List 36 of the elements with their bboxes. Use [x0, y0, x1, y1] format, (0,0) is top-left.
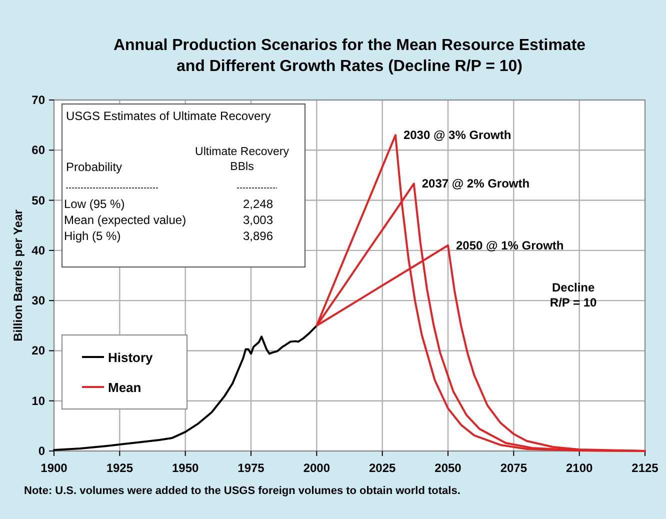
x-tick-label: 2125 — [632, 461, 659, 475]
chart-title: Annual Production Scenarios for the Mean Resource Estimate and Different Growth Rates (Decline R/P = 10) — [113, 37, 586, 75]
x-tick-label: 1975 — [238, 461, 265, 475]
annotation: 2050 @ 1% Growth — [456, 238, 564, 252]
x-tick-label: 1900 — [40, 461, 68, 475]
x-tick-label: 2075 — [500, 461, 528, 475]
y-axis-title: Billion Barrels per Year — [11, 209, 25, 342]
annotation: 3,003 — [242, 213, 274, 227]
y-tick-label: 0 — [38, 444, 46, 458]
annotation: 3,896 — [242, 229, 274, 243]
y-tick-label: 60 — [32, 143, 46, 158]
x-tick-label: 2050 — [434, 461, 462, 475]
x-tick-label: 1950 — [172, 461, 200, 475]
legend-label: History — [108, 350, 154, 365]
annotation: Probability — [66, 160, 122, 174]
x-tick-label: 2000 — [303, 461, 330, 475]
y-tick-label: 70 — [32, 93, 46, 107]
annotation: 2037 @ 2% Growth — [422, 176, 530, 191]
annotation: Mean (expected value) — [64, 213, 186, 227]
y-tick-label: 30 — [32, 294, 46, 308]
annotation: High (5 %) — [64, 229, 121, 243]
annotation: Ultimate Recovery BBls — [195, 146, 290, 173]
annotation: Decline R/P = 10 — [550, 280, 598, 310]
y-tick-label: 10 — [32, 394, 46, 408]
text: Note: U.S. volumes were added to the USGS foreign volumes to obtain world totals. — [24, 485, 460, 497]
x-tick-label: 2025 — [368, 461, 396, 475]
y-tick-label: 20 — [32, 344, 46, 358]
annotation: 2,248 — [242, 197, 274, 211]
annotation: 2030 @ 3% Growth — [403, 128, 512, 142]
y-tick-label: 40 — [32, 243, 46, 258]
legend-label: Mean — [108, 380, 142, 395]
y-tick-label: 50 — [32, 193, 46, 208]
x-tick-label: 2100 — [566, 461, 594, 475]
annotation: USGS Estimates of Ultimate Recovery — [66, 109, 271, 123]
x-tick-label: 1925 — [106, 461, 134, 475]
annotation: Low (95 %) — [64, 197, 125, 211]
